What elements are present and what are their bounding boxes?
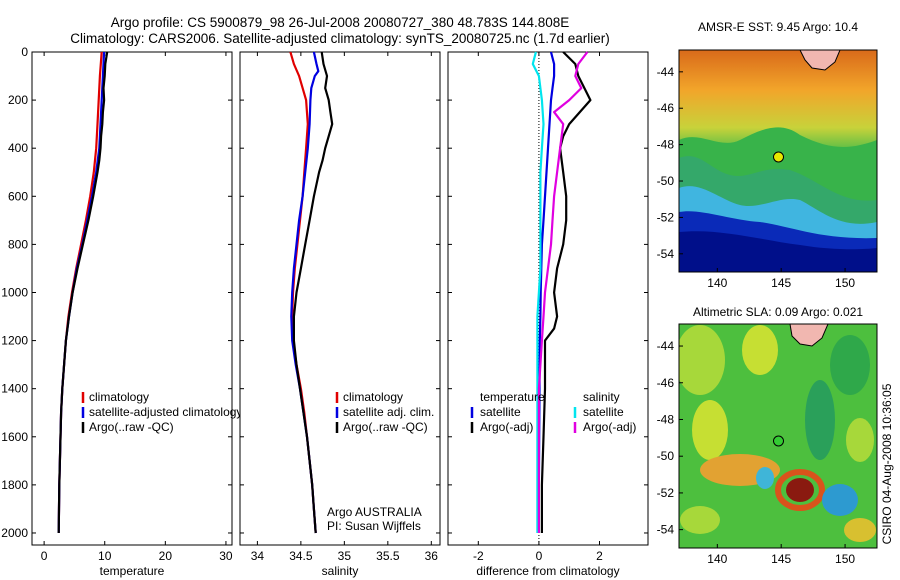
sst-map-panel: AMSR-E SST: 9.45 Argo: 10.4 140 145 150 -44…: [657, 20, 878, 290]
y-tick-label: 600: [8, 189, 28, 203]
map-y-tick-label: -44: [657, 339, 675, 353]
sla-map-title: Altimetric SLA: 0.09 Argo: 0.021: [693, 305, 863, 319]
y-tick-label: 1200: [1, 334, 28, 348]
legend-label: climatology: [343, 390, 403, 404]
chart-title-line-1: Argo profile: CS 5900879_98 26-Jul-2008 …: [111, 15, 570, 30]
plot-area: [31, 51, 233, 546]
sla-argo-marker: [773, 435, 784, 447]
map-x-tick-label: 145: [771, 276, 791, 290]
x-tick-label: 34.5: [289, 549, 313, 563]
y-tick-label: 1000: [1, 285, 28, 299]
map-y-tick-label: -48: [657, 138, 675, 152]
sst-map-axes: 140 145 150 -44 -46 -48 -50 -52 -54: [657, 65, 856, 290]
sst-argo-marker: [773, 151, 784, 163]
legend-label: satellite: [480, 405, 521, 419]
map-y-tick-label: -52: [657, 486, 675, 500]
map-x-tick-label: 140: [707, 552, 727, 566]
map-y-tick-label: -52: [657, 210, 675, 224]
legend-label: satellite: [583, 405, 624, 419]
side-timestamp-label: CSIRO 04-Aug-2008 10:36:05: [880, 383, 894, 544]
plot-area: [447, 51, 649, 546]
x-axis-label: difference from climatology: [476, 564, 619, 578]
x-tick-label: 35: [338, 549, 352, 563]
series-line-magenta: [537, 51, 589, 533]
map-x-tick-label: 145: [771, 552, 791, 566]
y-tick-label: 1600: [1, 430, 28, 444]
series-line-cyan: [531, 51, 545, 533]
map-y-tick-label: -54: [657, 523, 675, 537]
x-tick-label: 0: [536, 549, 543, 563]
map-y-tick-label: -50: [657, 174, 675, 188]
plot-area: [239, 51, 441, 546]
sst-map-title: AMSR-E SST: 9.45 Argo: 10.4: [698, 20, 858, 34]
y-tick-label: 800: [8, 237, 28, 251]
panel-annotation: PI: Susan Wijffels: [327, 519, 421, 533]
legend-label: Argo(-adj): [583, 420, 636, 434]
series-line-black: [57, 51, 109, 534]
x-tick-label: 34: [251, 549, 265, 563]
sla-map-axes: 140 145 150 -44 -46 -48 -50 -52 -54: [657, 339, 856, 566]
x-tick-label: 20: [159, 549, 173, 563]
map-y-tick-label: -46: [657, 101, 675, 115]
series-line-black: [292, 51, 334, 534]
x-axis-label: temperature: [100, 564, 165, 578]
map-y-tick-label: -54: [657, 247, 675, 261]
legend-label: Argo(..raw -QC): [343, 420, 428, 434]
y-tick-label: 400: [8, 141, 28, 155]
y-tick-label: 1800: [1, 478, 28, 492]
map-x-tick-label: 150: [835, 276, 855, 290]
x-tick-label: 36: [425, 549, 439, 563]
map-y-tick-label: -44: [657, 65, 675, 79]
x-tick-label: 2: [596, 549, 603, 563]
y-tick-label: 2000: [1, 526, 28, 540]
legend-label: Argo(..raw -QC): [89, 420, 174, 434]
legend-label: satellite adj. clim.: [343, 405, 434, 419]
legend-label: climatology: [89, 390, 149, 404]
series-line-black: [540, 51, 592, 533]
legend-label: Argo(-adj): [480, 420, 533, 434]
x-tick-label: -2: [473, 549, 484, 563]
legend-label: satellite-adjusted climatology: [89, 405, 242, 419]
x-axis-label: salinity: [322, 564, 359, 578]
sla-map-panel: Altimetric SLA: 0.09 Argo: 0.021 140 145 1…: [657, 305, 878, 566]
y-tick-label: 0: [21, 45, 28, 59]
salinity-panel: 34 34.5 35 35.5 36 salinity climatologysatelli…: [239, 51, 441, 578]
map-x-tick-label: 140: [707, 276, 727, 290]
x-tick-label: 35.5: [376, 549, 400, 563]
x-tick-label: 0: [41, 549, 48, 563]
panel-annotation: Argo AUSTRALIA: [327, 505, 422, 519]
temperature-panel: 0 10 20 30 0 200 400 600 800 1000 1200 1400 1600 1800…: [1, 45, 242, 578]
chart-title-line-2: Climatology: CARS2006. Satellite-adjuste…: [70, 31, 610, 46]
map-x-tick-label: 150: [835, 552, 855, 566]
y-tick-label: 200: [8, 93, 28, 107]
legend-title-salinity: salinity: [583, 390, 620, 404]
x-tick-label: 10: [98, 549, 112, 563]
x-tick-label: 30: [219, 549, 233, 563]
map-y-tick-label: -48: [657, 412, 675, 426]
legend-title-temperature: temperature: [480, 390, 545, 404]
y-tick-label: 1400: [1, 382, 28, 396]
map-y-tick-label: -46: [657, 376, 675, 390]
sla-heatmap: [679, 324, 877, 548]
map-y-tick-label: -50: [657, 449, 675, 463]
